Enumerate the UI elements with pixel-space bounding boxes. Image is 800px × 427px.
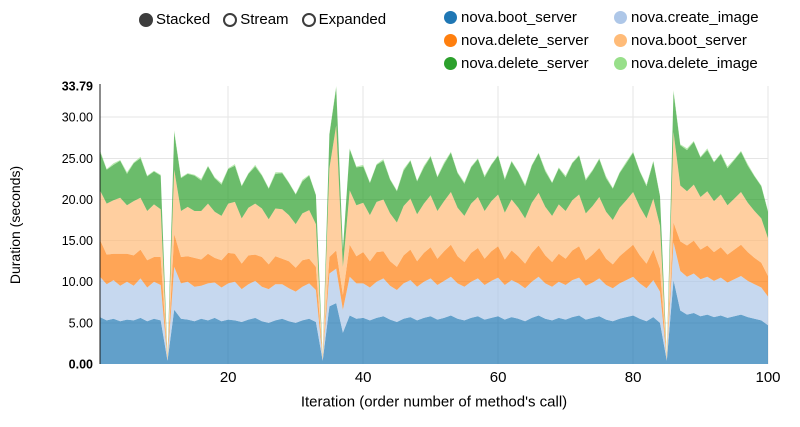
legend-label: nova.boot_server <box>461 8 577 26</box>
x-axis-title: Iteration (order number of method's call… <box>300 393 568 411</box>
radio-label: Stacked <box>156 11 211 28</box>
x-tick-label: 80 <box>625 369 642 386</box>
legend-item-nova-delete-server-1[interactable]: nova.delete_server <box>444 29 614 51</box>
y-tick-label: 20.00 <box>62 193 93 207</box>
radio-button-icon <box>139 12 153 27</box>
legend-dot-icon <box>444 33 457 47</box>
legend-label: nova.create_image <box>631 8 759 26</box>
legend-item-nova-boot-server-1[interactable]: nova.boot_server <box>444 6 614 28</box>
y-tick-label: 10.00 <box>62 275 93 289</box>
area-series-0 <box>100 280 768 364</box>
y-tick-label: 30.00 <box>62 111 93 125</box>
x-tick-label: 100 <box>755 369 780 386</box>
x-tick-label: 60 <box>490 369 507 386</box>
y-axis-title: Duration (seconds) <box>7 165 23 285</box>
radio-button-icon <box>223 12 238 27</box>
radio-label: Stream <box>240 11 289 28</box>
legend-label: nova.delete_image <box>631 54 758 72</box>
y-tick-label: 0.00 <box>69 358 93 372</box>
radio-button-icon <box>301 12 316 27</box>
legend-dot-icon <box>614 56 627 70</box>
radio-label: Expanded <box>318 11 387 28</box>
area-series-1 <box>100 242 768 361</box>
legend-label: nova.delete_server <box>461 31 589 49</box>
legend-dot-icon <box>614 33 627 47</box>
y-tick-label: 5.00 <box>69 316 93 330</box>
legend-dot-icon <box>614 10 627 24</box>
area-series-3 <box>100 125 768 360</box>
legend-dot-icon <box>444 56 457 70</box>
y-tick-label: 15.00 <box>62 234 93 248</box>
x-tick-label: 20 <box>220 369 237 386</box>
legend-item-nova-delete-server-2[interactable]: nova.delete_server <box>444 52 614 74</box>
radio-stacked[interactable]: Stacked <box>139 11 210 28</box>
x-tick-label: 40 <box>355 369 372 386</box>
chart-legend: nova.boot_server nova.create_image nova.… <box>444 6 759 74</box>
legend-dot-icon <box>444 10 457 24</box>
legend-item-nova-boot-server-2[interactable]: nova.boot_server <box>614 29 759 51</box>
radio-stream[interactable]: Stream <box>223 11 289 28</box>
legend-label: nova.delete_server <box>461 54 589 72</box>
radio-expanded[interactable]: Expanded <box>301 11 387 28</box>
chart-mode-controls: Stacked Stream Expanded <box>139 11 386 28</box>
y-tick-label: 33.79 <box>62 80 93 94</box>
legend-item-nova-delete-image[interactable]: nova.delete_image <box>614 52 759 74</box>
y-tick-label: 25.00 <box>62 152 93 166</box>
area-series-2 <box>100 222 768 360</box>
legend-item-nova-create-image[interactable]: nova.create_image <box>614 6 759 28</box>
legend-label: nova.boot_server <box>631 31 747 49</box>
